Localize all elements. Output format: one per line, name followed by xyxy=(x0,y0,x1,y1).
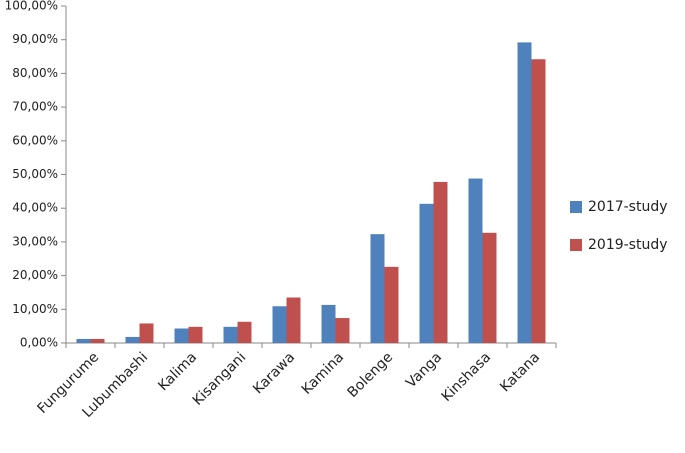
bar xyxy=(125,336,140,343)
y-tick-label: 10,00% xyxy=(12,302,58,316)
y-tick-label: 60,00% xyxy=(12,133,58,147)
bar xyxy=(272,306,287,343)
bar xyxy=(384,266,399,343)
bar xyxy=(517,42,532,344)
bar xyxy=(188,326,203,343)
bar xyxy=(174,328,189,343)
bar xyxy=(531,59,546,343)
bar xyxy=(237,321,252,343)
bar xyxy=(482,232,497,343)
x-tick-label: Katana xyxy=(497,349,543,395)
bar xyxy=(90,338,105,343)
bar xyxy=(433,181,448,343)
x-tick-label: Karawa xyxy=(250,349,298,397)
bar xyxy=(76,338,91,343)
x-tick-label: Vanga xyxy=(403,349,445,391)
bar xyxy=(321,304,336,343)
y-tick-label: 80,00% xyxy=(12,66,58,80)
legend-swatch xyxy=(570,239,582,251)
x-tick-label: Bolenge xyxy=(345,349,397,401)
legend-label: 2017-study xyxy=(588,199,668,215)
legend-label: 2019-study xyxy=(588,237,668,253)
bar xyxy=(286,297,301,343)
bar xyxy=(468,178,483,343)
y-tick-label: 100,00% xyxy=(5,0,58,13)
x-tick-label: Kamina xyxy=(299,349,347,397)
y-tick-label: 20,00% xyxy=(12,268,58,282)
bar xyxy=(139,323,154,343)
y-tick-label: 30,00% xyxy=(12,234,58,248)
y-tick-label: 70,00% xyxy=(12,100,58,114)
bar xyxy=(370,234,385,343)
y-tick-label: 0,00% xyxy=(20,336,58,350)
y-tick-label: 50,00% xyxy=(12,167,58,181)
x-tick-label: Kisangani xyxy=(190,349,249,408)
bar xyxy=(223,326,238,343)
x-tick-label: Kinshasa xyxy=(439,349,495,405)
legend-swatch xyxy=(570,201,582,213)
bar xyxy=(335,318,350,343)
y-tick-label: 90,00% xyxy=(12,32,58,46)
y-tick-label: 40,00% xyxy=(12,201,58,215)
bar xyxy=(419,203,434,343)
x-tick-label: Kalima xyxy=(155,349,200,394)
